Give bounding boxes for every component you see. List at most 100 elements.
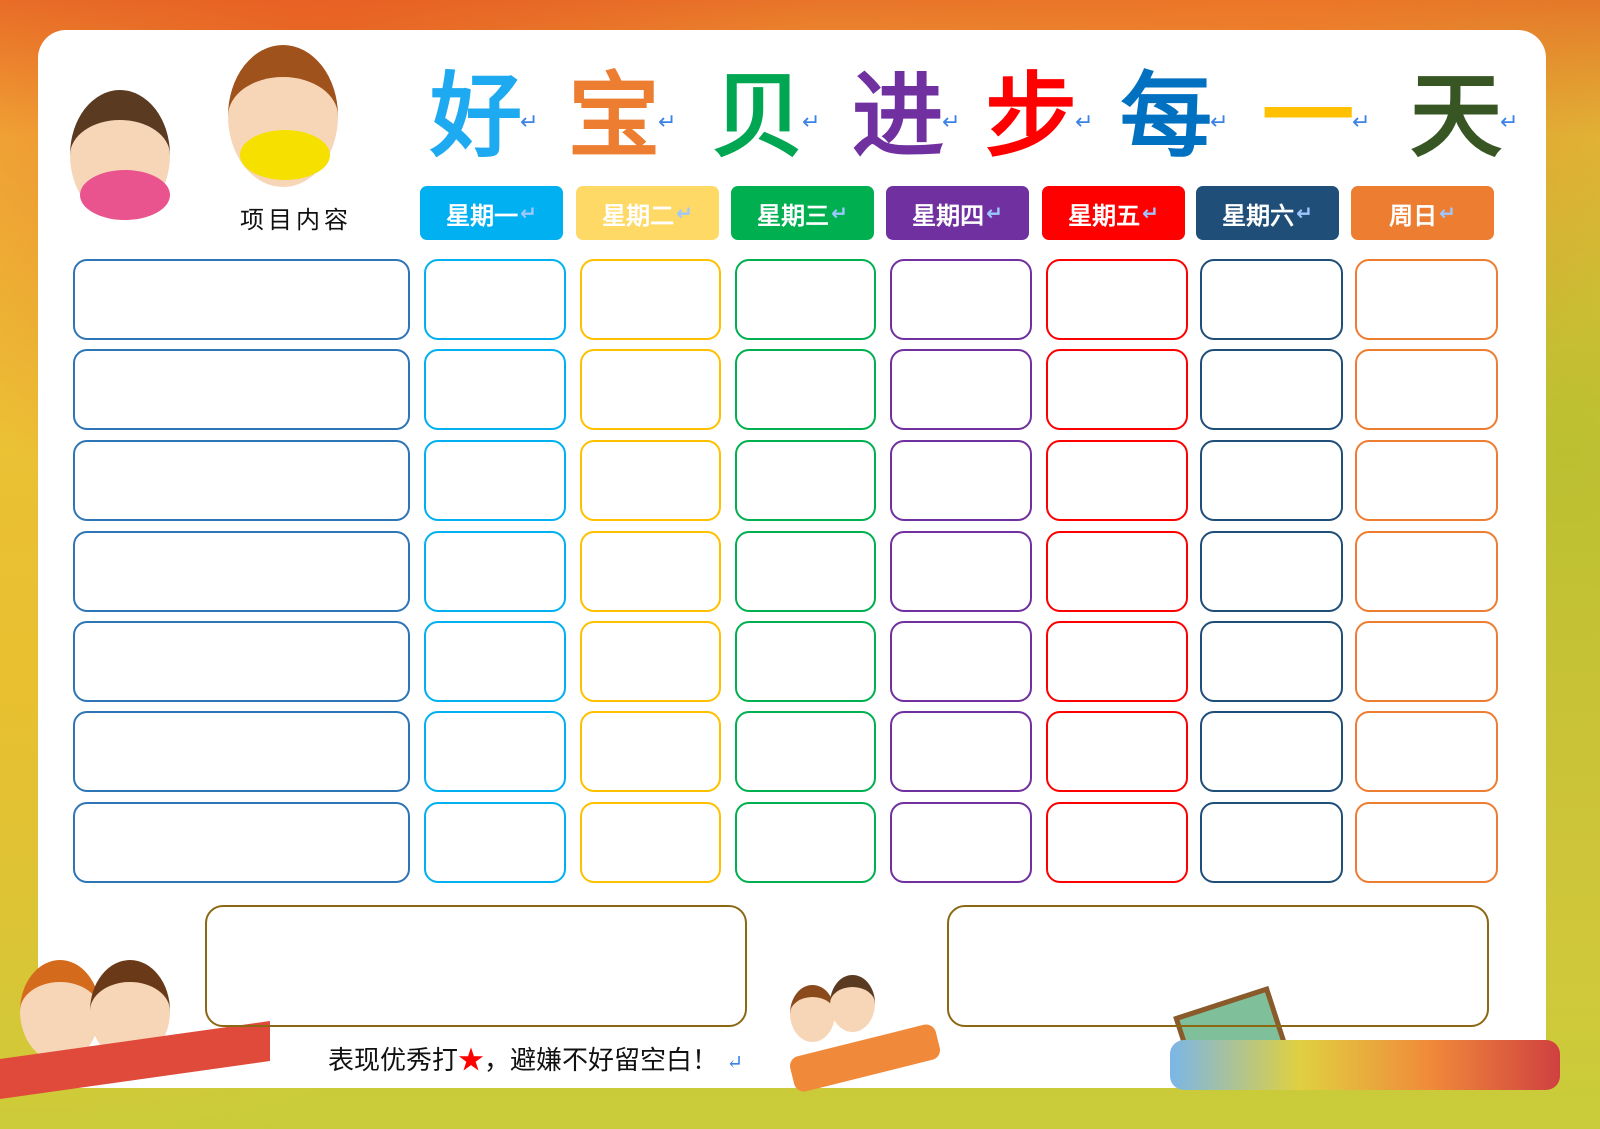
day-cell[interactable] xyxy=(1046,621,1188,702)
return-mark-icon: ↵ xyxy=(1142,201,1159,225)
star-icon: ★ xyxy=(458,1046,485,1076)
return-mark-icon: ↵ xyxy=(986,201,1003,225)
title-char: 好 xyxy=(430,63,523,170)
day-cell[interactable] xyxy=(890,802,1032,883)
title-char: 天 xyxy=(1410,63,1503,170)
footer-text-after: ，避嫌不好留空白！ xyxy=(484,1046,719,1076)
title-char: 每 xyxy=(1120,63,1213,170)
day-cell[interactable] xyxy=(890,711,1032,792)
item-cell[interactable] xyxy=(73,349,410,430)
day-header: 星期六 ↵ xyxy=(1196,186,1339,240)
item-cell[interactable] xyxy=(73,259,410,340)
day-cell[interactable] xyxy=(1046,440,1188,521)
return-mark-icon: ↵ xyxy=(1500,110,1519,135)
day-header: 周日 ↵ xyxy=(1351,186,1494,240)
day-cell[interactable] xyxy=(1200,802,1343,883)
day-cell[interactable] xyxy=(1355,711,1498,792)
day-cell[interactable] xyxy=(424,259,566,340)
day-header-label: 星期二 xyxy=(602,201,675,230)
day-cell[interactable] xyxy=(1355,621,1498,702)
day-cell[interactable] xyxy=(580,621,721,702)
return-mark-icon: ↵ xyxy=(831,201,848,225)
day-cell[interactable] xyxy=(1046,259,1188,340)
return-mark-icon: ↵ xyxy=(942,110,961,135)
item-cell[interactable] xyxy=(73,621,410,702)
return-mark-icon: ↵ xyxy=(1352,110,1371,135)
return-mark-icon: ↵ xyxy=(1075,110,1094,135)
day-header: 星期四 ↵ xyxy=(886,186,1029,240)
day-cell[interactable] xyxy=(424,349,566,430)
day-cell[interactable] xyxy=(1200,531,1343,612)
day-header-label: 星期四 xyxy=(912,201,985,230)
day-cell[interactable] xyxy=(735,711,876,792)
title-char: 进 xyxy=(852,63,945,170)
return-mark-icon: ↵ xyxy=(1296,201,1313,225)
day-header: 星期五 ↵ xyxy=(1042,186,1185,240)
title-char: 一 xyxy=(1262,63,1355,170)
day-cell[interactable] xyxy=(890,259,1032,340)
return-mark-icon: ↵ xyxy=(520,110,539,135)
title-char: 步 xyxy=(985,63,1078,170)
day-cell[interactable] xyxy=(580,349,721,430)
day-cell[interactable] xyxy=(890,349,1032,430)
item-cell[interactable] xyxy=(73,711,410,792)
day-cell[interactable] xyxy=(735,621,876,702)
day-cell[interactable] xyxy=(1355,802,1498,883)
day-cell[interactable] xyxy=(580,802,721,883)
day-header-label: 周日 xyxy=(1389,201,1438,230)
note-box-right[interactable] xyxy=(947,905,1489,1027)
item-cell[interactable] xyxy=(73,531,410,612)
day-cell[interactable] xyxy=(735,349,876,430)
day-header-label: 星期一 xyxy=(446,201,519,230)
day-cell[interactable] xyxy=(424,711,566,792)
day-cell[interactable] xyxy=(890,440,1032,521)
day-cell[interactable] xyxy=(580,259,721,340)
return-mark-icon: ↵ xyxy=(726,1050,744,1074)
day-cell[interactable] xyxy=(1355,440,1498,521)
day-cell[interactable] xyxy=(1200,711,1343,792)
item-cell[interactable] xyxy=(73,802,410,883)
day-cell[interactable] xyxy=(424,531,566,612)
day-cell[interactable] xyxy=(1200,349,1343,430)
footer-instruction: 表现优秀打★，避嫌不好留空白！ ↵ xyxy=(328,1040,743,1077)
day-cell[interactable] xyxy=(890,531,1032,612)
day-header: 星期三 ↵ xyxy=(731,186,874,240)
day-cell[interactable] xyxy=(580,531,721,612)
return-mark-icon: ↵ xyxy=(802,110,821,135)
day-cell[interactable] xyxy=(1046,711,1188,792)
day-cell[interactable] xyxy=(424,802,566,883)
day-cell[interactable] xyxy=(735,802,876,883)
title-char: 宝 xyxy=(568,63,661,170)
day-cell[interactable] xyxy=(424,621,566,702)
return-mark-icon: ↵ xyxy=(658,110,677,135)
return-mark-icon: ↵ xyxy=(520,201,537,225)
day-cell[interactable] xyxy=(1046,531,1188,612)
day-cell[interactable] xyxy=(1200,440,1343,521)
day-header: 星期一 ↵ xyxy=(420,186,563,240)
item-cell[interactable] xyxy=(73,440,410,521)
day-cell[interactable] xyxy=(1046,349,1188,430)
note-box-left[interactable] xyxy=(205,905,747,1027)
day-cell[interactable] xyxy=(1355,259,1498,340)
day-cell[interactable] xyxy=(424,440,566,521)
day-cell[interactable] xyxy=(890,621,1032,702)
title-char: 贝 xyxy=(712,63,805,170)
item-content-label: 项目内容 xyxy=(240,206,352,234)
day-cell[interactable] xyxy=(1200,621,1343,702)
day-cell[interactable] xyxy=(1355,349,1498,430)
day-header: 星期二 ↵ xyxy=(576,186,719,240)
day-cell[interactable] xyxy=(735,440,876,521)
day-cell[interactable] xyxy=(1200,259,1343,340)
day-cell[interactable] xyxy=(735,531,876,612)
day-cell[interactable] xyxy=(735,259,876,340)
return-mark-icon: ↵ xyxy=(676,201,693,225)
day-header-label: 星期六 xyxy=(1222,201,1295,230)
day-header-label: 星期三 xyxy=(757,201,830,230)
day-header-label: 星期五 xyxy=(1068,201,1141,230)
day-cell[interactable] xyxy=(580,440,721,521)
return-mark-icon: ↵ xyxy=(1439,201,1456,225)
day-cell[interactable] xyxy=(580,711,721,792)
day-cell[interactable] xyxy=(1355,531,1498,612)
day-cell[interactable] xyxy=(1046,802,1188,883)
return-mark-icon: ↵ xyxy=(1210,110,1229,135)
